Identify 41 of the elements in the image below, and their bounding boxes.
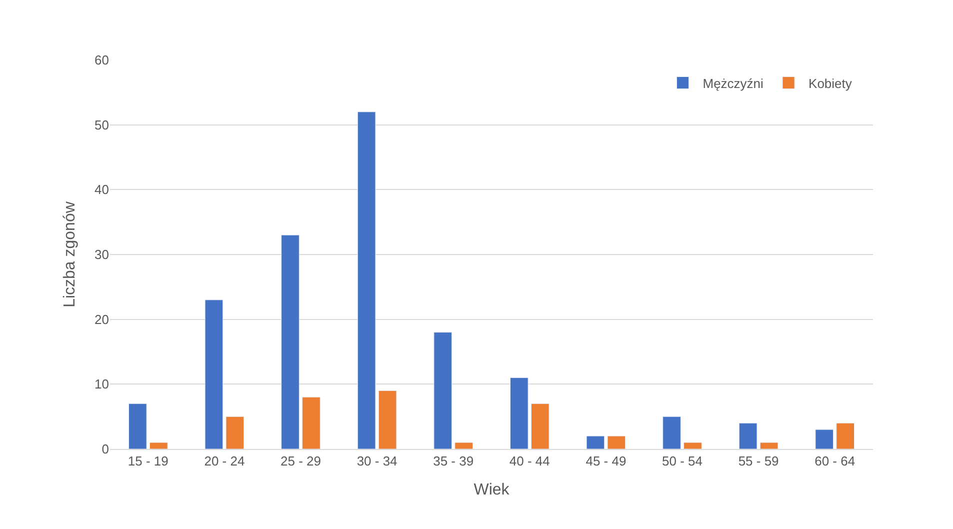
bar <box>281 234 300 449</box>
bar <box>434 332 452 449</box>
bar <box>738 422 758 449</box>
bar <box>302 396 320 449</box>
x-tick-label: 25 - 29 <box>280 454 321 469</box>
x-tick-label: 35 - 39 <box>433 454 474 469</box>
bar <box>226 416 244 449</box>
x-tick-label: 45 - 49 <box>586 454 626 469</box>
x-axis-title: Wiek <box>474 481 510 498</box>
bar <box>815 429 834 449</box>
x-tick-label: 15 - 19 <box>128 454 168 469</box>
x-tick-label: 60 - 64 <box>814 454 856 469</box>
bar <box>607 436 626 449</box>
bar <box>149 442 168 449</box>
bar <box>378 390 397 449</box>
bar <box>684 442 702 449</box>
legend-label: Kobiety <box>808 76 852 91</box>
legend-label: Mężczyźni <box>702 76 764 91</box>
x-tick-label: 50 - 54 <box>662 454 702 469</box>
y-tick-label: 20 <box>94 312 109 327</box>
x-tick-label: 20 - 24 <box>204 454 245 469</box>
y-tick-label: 50 <box>94 117 109 132</box>
y-tick-label: 30 <box>94 247 109 262</box>
y-tick-label: 60 <box>94 52 109 68</box>
bar <box>128 403 147 449</box>
bar <box>357 112 376 449</box>
bar <box>510 377 528 449</box>
y-axis-title: Liczba zgonów <box>61 201 78 308</box>
bar <box>204 300 224 449</box>
x-tick-label: 40 - 44 <box>509 454 550 469</box>
bar <box>530 403 550 449</box>
y-tick-label: 10 <box>94 376 109 392</box>
bar <box>586 436 605 449</box>
x-tick-label: 30 - 34 <box>356 454 398 469</box>
y-tick-label: 40 <box>94 182 109 198</box>
bar <box>760 442 778 449</box>
x-tick-label: 55 - 59 <box>738 454 779 469</box>
bar <box>836 422 855 449</box>
bar <box>662 416 681 449</box>
bar <box>454 442 474 449</box>
y-tick-label: 0 <box>102 442 109 457</box>
